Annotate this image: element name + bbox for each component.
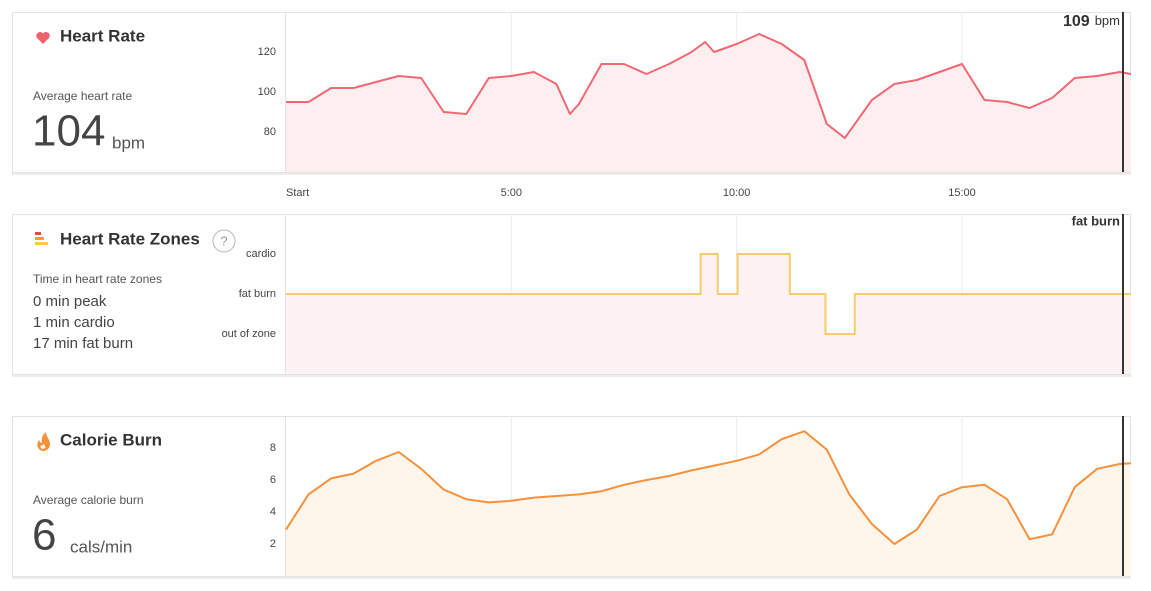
summary-label: Average heart rate bbox=[33, 89, 133, 103]
y-tick-label: out of zone bbox=[222, 328, 276, 340]
current-readout: 109 bpm bbox=[1063, 13, 1120, 30]
y-tick-label: 6 bbox=[270, 474, 276, 486]
zone-summary: 17 min fat burn bbox=[33, 335, 133, 352]
help-button[interactable]: ? bbox=[212, 229, 236, 253]
y-tick-label: 120 bbox=[258, 46, 276, 58]
plots: Start 5:00 10:00 15:00 80 100 120 out of zone fa… bbox=[222, 12, 1132, 576]
x-tick-label: 10:00 bbox=[723, 187, 751, 199]
y-tick-label: 2 bbox=[270, 538, 276, 550]
summary-unit: cals/min bbox=[70, 537, 132, 556]
current-zone: fat burn bbox=[1072, 213, 1120, 228]
chart-title: Calorie Burn bbox=[60, 430, 162, 449]
current-unit: bpm bbox=[1095, 13, 1120, 28]
zones-icon bbox=[35, 232, 48, 245]
y-tick-label: 4 bbox=[270, 506, 276, 518]
summary-label: Average calorie burn bbox=[33, 493, 144, 507]
y-tick-label: 100 bbox=[258, 86, 276, 98]
current-value: 109 bbox=[1063, 13, 1090, 30]
summary-label: Time in heart rate zones bbox=[33, 272, 162, 286]
heart-icon bbox=[36, 32, 50, 44]
zone-summary: 1 min cardio bbox=[33, 314, 115, 331]
x-tick-label: 5:00 bbox=[501, 187, 522, 199]
flame-icon bbox=[40, 444, 46, 449]
y-tick-label: 80 bbox=[264, 126, 276, 138]
summary-value: 6 bbox=[32, 511, 56, 560]
svg-text:?: ? bbox=[220, 233, 227, 248]
area bbox=[286, 254, 1131, 374]
summary-value: 104 bbox=[32, 107, 105, 156]
flame-icon bbox=[37, 432, 50, 451]
y-tick-label: 8 bbox=[270, 442, 276, 454]
y-tick-label: cardio bbox=[246, 248, 276, 260]
y-tick-label: fat burn bbox=[239, 288, 276, 300]
line bbox=[286, 33, 1132, 139]
area bbox=[286, 431, 1131, 576]
x-tick-label: Start bbox=[286, 187, 309, 199]
chart-title: Heart Rate Zones bbox=[60, 229, 200, 248]
x-tick-label: 15:00 bbox=[948, 187, 976, 199]
chart-title: Heart Rate bbox=[60, 26, 145, 45]
zone-summary: 0 min peak bbox=[33, 293, 107, 310]
area bbox=[286, 34, 1131, 172]
line bbox=[285, 430, 1132, 545]
summary-unit: bpm bbox=[112, 133, 145, 152]
